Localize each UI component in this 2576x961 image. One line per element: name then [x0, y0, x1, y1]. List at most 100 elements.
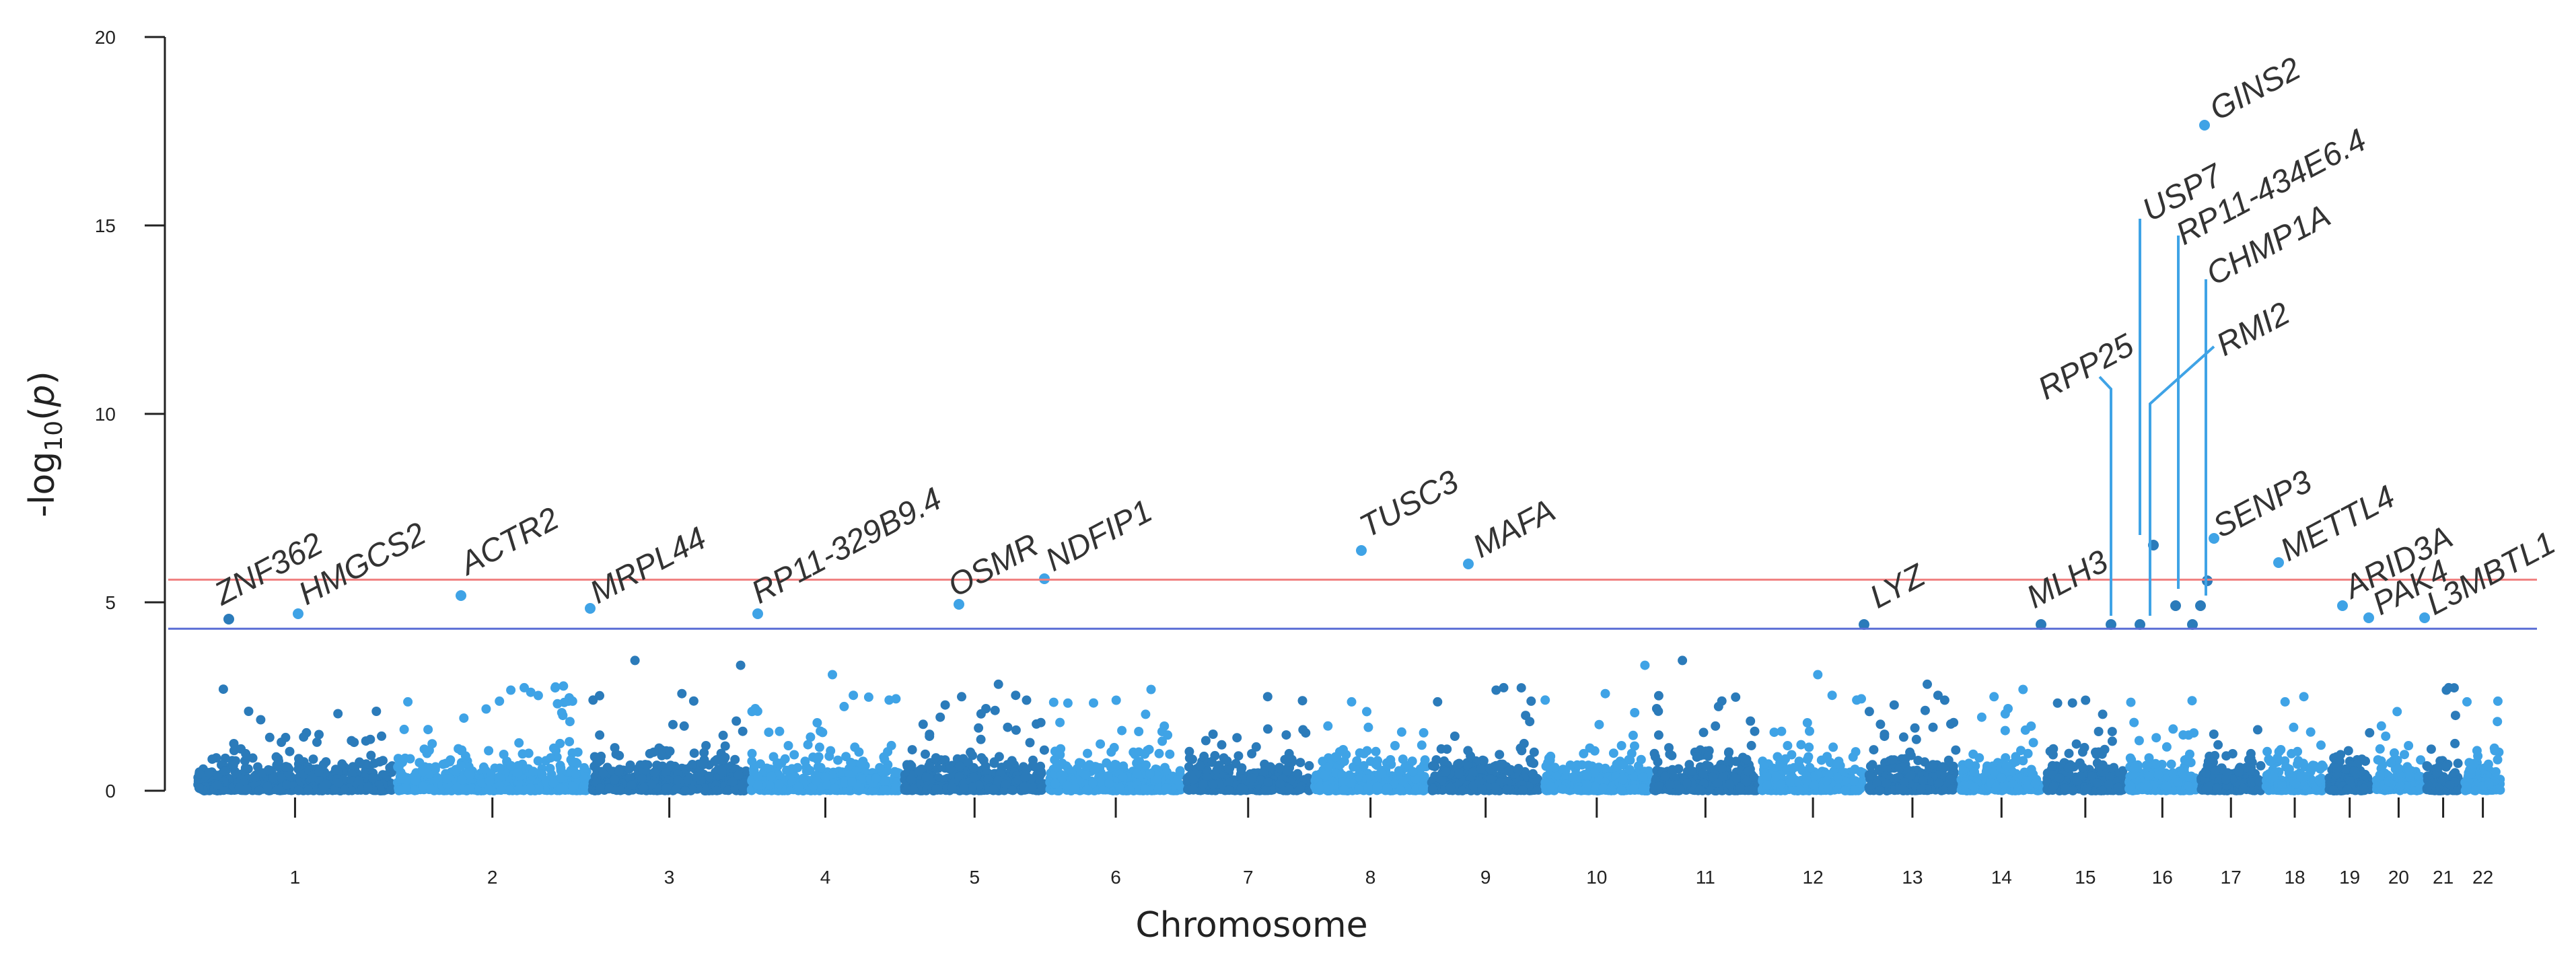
- snp-point: [494, 772, 503, 782]
- snp-point: [753, 772, 763, 781]
- snp-point: [990, 705, 1000, 715]
- snp-point: [550, 683, 560, 693]
- snp-point: [849, 690, 859, 701]
- snp-point: [457, 775, 467, 785]
- snp-point: [1132, 769, 1142, 779]
- snp-point: [824, 751, 834, 761]
- snp-point: [720, 741, 730, 751]
- snp-point: [1161, 783, 1172, 793]
- snp-point: [1314, 783, 1324, 793]
- snp-point: [820, 773, 830, 783]
- snp-point: [1089, 764, 1100, 775]
- snp-point: [1517, 746, 1527, 756]
- snp-point: [394, 785, 404, 795]
- snp-point: [687, 760, 697, 769]
- snp-point: [1195, 760, 1205, 771]
- snp-point: [1396, 785, 1406, 795]
- snp-point: [368, 773, 378, 783]
- snp-point: [573, 747, 583, 757]
- snp-point: [1152, 775, 1162, 785]
- snp-point: [1208, 729, 1218, 739]
- snp-point: [624, 764, 634, 774]
- snp-point: [1428, 761, 1437, 771]
- snp-point: [980, 761, 991, 771]
- snp-point: [557, 708, 567, 717]
- snp-point: [595, 690, 604, 701]
- snp-point: [846, 758, 856, 767]
- snp-point: [906, 775, 917, 785]
- snp-point: [213, 781, 223, 790]
- snp-point: [378, 770, 388, 780]
- snp-point: [1285, 785, 1294, 795]
- snp-point: [229, 739, 239, 748]
- snp-point: [812, 718, 822, 727]
- snp-point: [495, 763, 505, 773]
- snp-point: [1188, 785, 1198, 795]
- snp-point: [459, 713, 469, 723]
- snp-point: [1352, 756, 1362, 766]
- snp-point: [976, 734, 986, 744]
- snp-point: [1495, 750, 1505, 760]
- snp-point: [366, 750, 376, 760]
- snp-point: [242, 784, 252, 794]
- snp-point: [1212, 765, 1222, 775]
- snp-point: [1477, 784, 1487, 794]
- snp-point: [218, 684, 228, 695]
- snp-point: [931, 784, 941, 794]
- snp-point: [256, 715, 266, 725]
- snp-point: [1382, 783, 1392, 793]
- snp-point: [234, 783, 244, 793]
- snp-point: [666, 760, 676, 771]
- snp-point: [1260, 785, 1271, 795]
- snp-point: [365, 734, 375, 744]
- snp-point: [668, 719, 678, 729]
- snp-point: [1640, 660, 1650, 670]
- snp-point: [1540, 695, 1550, 705]
- snp-point: [1420, 755, 1430, 765]
- snp-point: [1491, 685, 1501, 695]
- snp-point: [747, 707, 757, 717]
- snp-point: [1022, 695, 1032, 705]
- snp-point: [683, 775, 693, 785]
- snp-point: [774, 779, 784, 789]
- snp-point: [908, 785, 919, 795]
- snp-point: [712, 785, 722, 795]
- snp-point: [204, 768, 214, 778]
- snp-point: [1280, 754, 1290, 764]
- snp-point: [816, 762, 826, 773]
- snp-point: [1104, 779, 1114, 789]
- snp-point: [1027, 782, 1037, 792]
- snp-point: [736, 660, 746, 670]
- snp-point: [906, 761, 917, 771]
- snp-point: [1144, 744, 1154, 754]
- snp-point: [545, 764, 555, 773]
- snp-point: [248, 753, 258, 763]
- snp-point: [1036, 717, 1046, 727]
- snp-point: [1118, 772, 1128, 782]
- snp-point: [925, 732, 935, 742]
- snp-point: [250, 773, 260, 783]
- snp-point: [945, 764, 954, 774]
- snp-point: [816, 726, 826, 736]
- snp-point: [806, 732, 816, 742]
- snp-point: [738, 726, 748, 736]
- snp-point: [394, 761, 404, 771]
- snp-point: [1247, 749, 1257, 758]
- snp-point: [369, 758, 380, 769]
- snp-point: [1298, 725, 1308, 735]
- snp-point: [354, 776, 364, 786]
- snp-point: [371, 707, 382, 716]
- snp-point: [241, 748, 251, 758]
- snp-point: [1115, 783, 1125, 793]
- snp-point: [1516, 683, 1526, 693]
- snp-point: [334, 778, 343, 788]
- snp-point: [506, 685, 516, 695]
- snp-point: [1408, 767, 1418, 777]
- snp-point: [639, 783, 649, 793]
- snp-point: [1232, 733, 1242, 743]
- snp-point: [1502, 785, 1512, 795]
- snp-point: [793, 781, 803, 791]
- snp-point: [375, 785, 385, 794]
- snp-point: [1371, 746, 1381, 756]
- snp-point: [863, 692, 873, 702]
